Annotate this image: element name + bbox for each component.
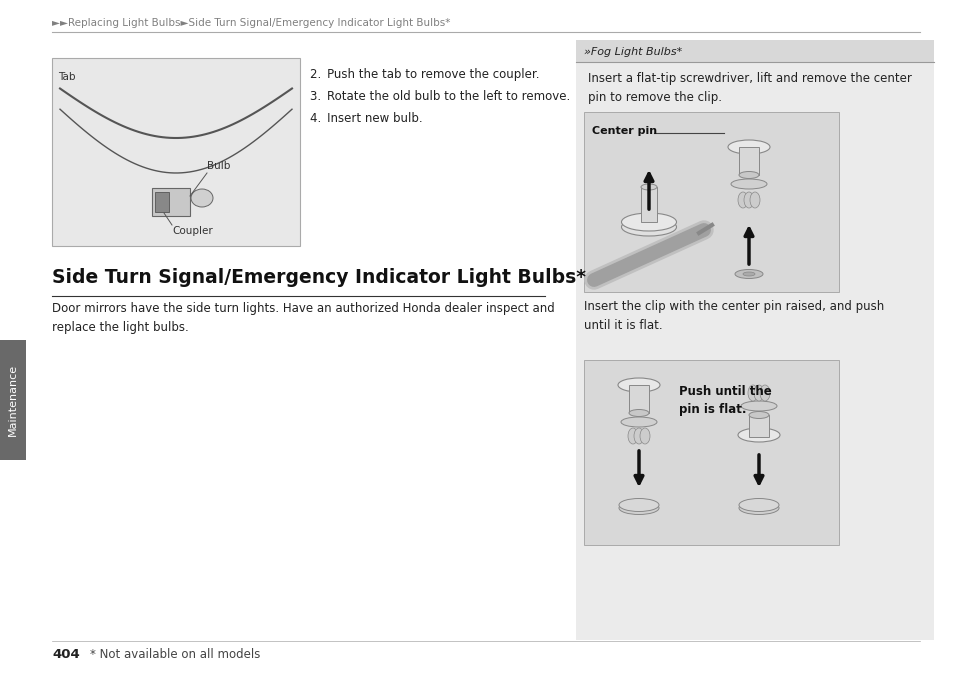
Bar (748, 415, 768, 437)
Ellipse shape (743, 192, 753, 208)
Ellipse shape (749, 192, 760, 208)
Ellipse shape (748, 412, 768, 419)
Text: 404: 404 (52, 648, 80, 661)
Ellipse shape (620, 213, 676, 231)
Ellipse shape (740, 401, 776, 411)
Text: Maintenance: Maintenance (8, 364, 18, 436)
Ellipse shape (191, 189, 213, 207)
Ellipse shape (760, 385, 769, 401)
Ellipse shape (730, 179, 766, 189)
Bar (628, 385, 648, 413)
Bar (52, 58, 299, 246)
Ellipse shape (620, 218, 676, 236)
Ellipse shape (739, 501, 779, 514)
Text: * Not available on all models: * Not available on all models (90, 648, 260, 661)
Text: Tab: Tab (58, 72, 75, 82)
Ellipse shape (628, 410, 648, 417)
Ellipse shape (727, 140, 769, 154)
Bar (583, 360, 838, 545)
Text: 2. Push the tab to remove the coupler.: 2. Push the tab to remove the coupler. (310, 68, 539, 81)
Ellipse shape (618, 378, 659, 392)
Text: Door mirrors have the side turn lights. Have an authorized Honda dealer inspect : Door mirrors have the side turn lights. … (52, 302, 554, 334)
Bar (640, 187, 657, 222)
Text: »Fog Light Bulbs*: »Fog Light Bulbs* (583, 47, 681, 57)
Ellipse shape (742, 272, 754, 276)
Ellipse shape (739, 499, 779, 512)
Bar (739, 147, 759, 175)
Ellipse shape (639, 428, 649, 444)
Text: Side Turn Signal/Emergency Indicator Light Bulbs*: Side Turn Signal/Emergency Indicator Lig… (52, 268, 585, 287)
Ellipse shape (627, 428, 638, 444)
Text: Center pin: Center pin (592, 126, 657, 136)
Bar (576, 40, 933, 62)
Ellipse shape (640, 184, 657, 190)
Ellipse shape (618, 501, 659, 514)
Text: Coupler: Coupler (172, 226, 213, 236)
Text: 4. Insert new bulb.: 4. Insert new bulb. (310, 112, 422, 125)
Text: Bulb: Bulb (207, 161, 230, 171)
Text: Insert the clip with the center pin raised, and push
until it is flat.: Insert the clip with the center pin rais… (583, 300, 883, 332)
Bar (0, 340, 26, 460)
Ellipse shape (747, 385, 758, 401)
Bar (154, 192, 169, 212)
Bar (576, 40, 933, 640)
Ellipse shape (753, 385, 763, 401)
Text: Push until the
pin is flat.: Push until the pin is flat. (679, 385, 771, 416)
Text: 3. Rotate the old bulb to the left to remove.: 3. Rotate the old bulb to the left to re… (310, 90, 570, 103)
Ellipse shape (618, 499, 659, 512)
Ellipse shape (634, 428, 643, 444)
Ellipse shape (739, 171, 759, 179)
Ellipse shape (620, 417, 657, 427)
Ellipse shape (738, 192, 747, 208)
Bar (583, 112, 838, 292)
Bar (152, 188, 190, 216)
Ellipse shape (734, 270, 762, 278)
Ellipse shape (738, 428, 780, 442)
Text: ►►Replacing Light Bulbs►Side Turn Signal/Emergency Indicator Light Bulbs*: ►►Replacing Light Bulbs►Side Turn Signal… (52, 18, 450, 28)
Text: Insert a flat-tip screwdriver, lift and remove the center
pin to remove the clip: Insert a flat-tip screwdriver, lift and … (587, 72, 911, 104)
